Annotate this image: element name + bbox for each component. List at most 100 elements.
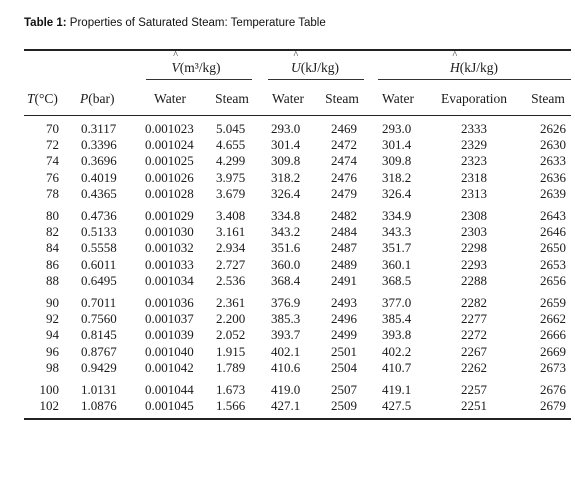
cell-pressure: 0.5133 xyxy=(81,224,117,240)
cell-h-water: 368.5 xyxy=(382,272,412,288)
cell-temperature: 70 xyxy=(46,121,59,136)
enthalpy-units: (kJ/kg) xyxy=(459,60,498,75)
enthalpy-symbol: H xyxy=(450,60,460,75)
cell-u-steam: 2504 xyxy=(331,359,357,375)
cell-h-evaporation: 2303 xyxy=(461,224,487,240)
cell-temperature: 92 xyxy=(46,311,59,327)
cell-u-steam: 2487 xyxy=(331,240,357,256)
cell-v-water: 0.001024 xyxy=(145,137,194,153)
cell-v-steam: 2.536 xyxy=(216,272,246,288)
cell-u-water: 427.1 xyxy=(271,398,301,414)
cell-v-water: 0.001036 xyxy=(145,295,194,310)
col-header-h-water: Water xyxy=(382,91,414,106)
cell-h-evaporation: 2313 xyxy=(461,185,487,201)
cell-h-evaporation: 2277 xyxy=(461,311,487,327)
cell-h-steam: 2653 xyxy=(540,256,566,272)
energy-units: (kJ/kg) xyxy=(300,60,339,75)
cell-u-steam: 2496 xyxy=(331,311,357,327)
cell-u-water: 334.8 xyxy=(271,208,301,223)
cell-v-water: 0.001023 xyxy=(145,121,194,136)
cell-u-steam: 2479 xyxy=(331,185,357,201)
volume-symbol: V xyxy=(171,60,180,75)
cell-h-evaporation: 2272 xyxy=(461,327,487,343)
cell-h-evaporation: 2288 xyxy=(461,272,487,288)
table-caption: Table 1: Properties of Saturated Steam: … xyxy=(24,17,326,29)
cell-pressure: 0.4019 xyxy=(81,169,117,185)
cell-u-steam: 2501 xyxy=(331,343,357,359)
cell-h-water: 301.4 xyxy=(382,137,412,153)
cell-v-water: 0.001042 xyxy=(145,359,194,375)
group-rule-enthalpy xyxy=(378,79,571,80)
cell-temperature: 94 xyxy=(46,327,59,343)
cell-v-water: 0.001044 xyxy=(145,382,194,397)
cell-u-steam: 2484 xyxy=(331,224,357,240)
cell-temperature: 100 xyxy=(39,382,60,397)
cell-v-water: 0.001028 xyxy=(145,185,194,201)
cell-v-steam: 2.200 xyxy=(216,311,246,327)
cell-h-water: 326.4 xyxy=(382,185,412,201)
cell-pressure: 0.4365 xyxy=(81,185,117,201)
cell-temperature: 86 xyxy=(46,256,59,272)
cell-h-evaporation: 2318 xyxy=(461,169,487,185)
cell-h-water: 427.5 xyxy=(382,398,412,414)
cell-temperature: 82 xyxy=(46,224,59,240)
cell-h-steam: 2679 xyxy=(540,398,566,414)
cell-h-steam: 2659 xyxy=(540,295,566,310)
cell-h-evaporation: 2262 xyxy=(461,359,487,375)
cell-pressure: 0.8767 xyxy=(81,343,117,359)
cell-v-steam: 1.789 xyxy=(216,359,246,375)
cell-u-water: 351.6 xyxy=(271,240,301,256)
cell-v-water: 0.001040 xyxy=(145,343,194,359)
cell-temperature: 84 xyxy=(46,240,59,256)
temperature-symbol: T xyxy=(27,91,35,106)
group-header-enthalpy: H(kJ/kg) xyxy=(450,60,498,76)
cell-u-water: 402.1 xyxy=(271,343,301,359)
cell-pressure: 0.5558 xyxy=(81,240,117,256)
col-header-v-water: Water xyxy=(154,91,186,106)
cell-v-steam: 2.727 xyxy=(216,256,246,272)
cell-h-water: 293.0 xyxy=(382,121,412,136)
cell-h-evaporation: 2257 xyxy=(461,382,487,397)
cell-h-steam: 2676 xyxy=(540,382,566,397)
cell-h-evaporation: 2267 xyxy=(461,343,487,359)
cell-h-water: 377.0 xyxy=(382,295,412,310)
cell-h-water: 309.8 xyxy=(382,153,412,169)
cell-temperature: 74 xyxy=(46,153,59,169)
cell-v-water: 0.001030 xyxy=(145,224,194,240)
cell-temperature: 88 xyxy=(46,272,59,288)
cell-v-steam: 4.299 xyxy=(216,153,246,169)
cell-h-evaporation: 2323 xyxy=(461,153,487,169)
volume-units: (m³/kg) xyxy=(179,60,221,75)
cell-h-evaporation: 2251 xyxy=(461,398,487,414)
cell-u-steam: 2509 xyxy=(331,398,357,414)
cell-u-water: 343.2 xyxy=(271,224,301,240)
cell-temperature: 98 xyxy=(46,359,59,375)
cell-u-water: 318.2 xyxy=(271,169,301,185)
cell-h-steam: 2669 xyxy=(540,343,566,359)
cell-u-water: 326.4 xyxy=(271,185,301,201)
cell-u-steam: 2493 xyxy=(331,295,357,310)
cell-h-steam: 2636 xyxy=(540,169,566,185)
cell-h-steam: 2666 xyxy=(540,327,566,343)
cell-h-evaporation: 2329 xyxy=(461,137,487,153)
cell-u-water: 410.6 xyxy=(271,359,301,375)
cell-v-water: 0.001026 xyxy=(145,169,194,185)
cell-v-water: 0.001033 xyxy=(145,256,194,272)
cell-temperature: 72 xyxy=(46,137,59,153)
header-bottom-rule xyxy=(24,115,571,116)
cell-u-water: 385.3 xyxy=(271,311,301,327)
cell-u-water: 393.7 xyxy=(271,327,301,343)
cell-pressure: 0.3396 xyxy=(81,137,117,153)
cell-temperature: 102 xyxy=(39,398,60,414)
cell-pressure: 1.0876 xyxy=(81,398,117,414)
cell-pressure: 0.7011 xyxy=(81,295,117,310)
pressure-units: (bar) xyxy=(88,91,115,106)
cell-v-steam: 2.052 xyxy=(216,327,246,343)
group-rule-energy xyxy=(268,79,364,80)
cell-v-steam: 1.915 xyxy=(216,343,246,359)
cell-u-water: 301.4 xyxy=(271,137,301,153)
col-header-h-evaporation: Evaporation xyxy=(441,91,507,106)
cell-u-steam: 2499 xyxy=(331,327,357,343)
cell-pressure: 0.8145 xyxy=(81,327,117,343)
col-header-temperature: T(°C) xyxy=(27,91,58,107)
